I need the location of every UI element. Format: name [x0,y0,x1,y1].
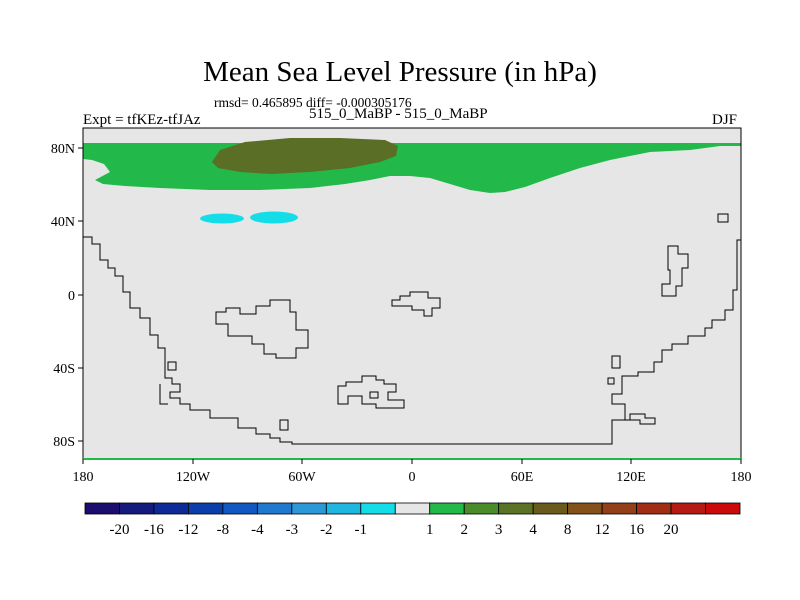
colorbar-label: -20 [109,522,129,538]
colorbar-swatch [498,502,534,515]
colorbar-swatch [222,502,258,515]
coastline-island-a [167,361,177,371]
colorbar-swatch [670,502,706,515]
lat-label: 0 [68,289,75,304]
coastline-south-blob [337,375,405,409]
negative-anomaly-west [200,213,244,224]
coastline-south-channel [159,384,168,405]
colorbar-label: 8 [564,522,572,538]
lon-label: 120E [616,470,646,485]
coastline-north-blob [391,291,441,317]
colorbar-label: -2 [320,522,333,538]
coastline-west-continent [83,236,741,445]
lon-label: 60E [511,470,534,485]
coastlines [83,213,741,445]
axis-ticks [78,147,742,464]
run-names: 515_0_MaBP - 515_0_MaBP [309,106,488,122]
rmsd-stats: rmsd= 0.465895 diff= -0.000305176 [214,95,412,110]
chart-title: Mean Sea Level Pressure (in hPa) [203,56,597,88]
lat-label: 80S [53,435,75,450]
colorbar-swatch [394,502,431,515]
coastline-south-hole [369,391,379,399]
coastline-island-d [607,377,615,385]
colorbar-swatch [84,502,120,515]
colorbar-swatch [636,502,672,515]
negative-anomaly-east [250,211,298,224]
coastline-west-blob [215,299,309,359]
season-label: DJF [712,112,738,128]
coastline-east-peninsula [661,245,689,297]
coastline-northeast-tip [717,213,729,223]
colorbar-label: 4 [529,522,537,538]
colorbar-swatch [463,502,500,515]
coastline-island-c [611,355,621,369]
colorbar-label: 16 [629,522,645,538]
strong-positive-anomaly [212,138,398,174]
colorbar-label: -8 [217,522,230,538]
lon-label: 180 [73,470,94,485]
coastline-island-b [279,419,289,431]
colorbar-label: -16 [144,522,164,538]
colorbar-swatch [601,502,637,515]
colorbar-swatch [119,502,155,515]
colorbar-label: 2 [460,522,468,538]
colorbar-swatch [429,502,465,515]
lon-label: 120W [176,470,211,485]
lat-label: 40S [53,362,75,377]
colorbar-swatch [532,502,569,515]
colorbar-swatch [325,502,362,515]
colorbar-label: 12 [595,522,610,538]
colorbar-swatch [153,502,189,515]
experiment-label: Expt = tfKEz-tfJAz [83,112,201,128]
lon-label: 60W [288,470,316,485]
colorbar-label: -3 [286,522,299,538]
colorbar-label: -12 [178,522,198,538]
colorbar-swatch [360,502,396,515]
colorbar-label: -1 [355,522,368,538]
lat-label: 40N [51,215,75,230]
colorbar-label: -4 [251,522,264,538]
lon-label: 180 [731,470,752,485]
colorbar-label: 20 [664,522,679,538]
lon-label: 0 [409,470,416,485]
colorbar-label: 3 [495,522,503,538]
colorbar-label: 1 [426,522,434,538]
colorbar-swatch [188,502,224,515]
colorbar-swatch [256,502,293,515]
colorbar-swatch [291,502,327,515]
colorbar-swatch [567,502,603,515]
lat-label: 80N [51,142,75,157]
colorbar-swatch [705,502,741,515]
